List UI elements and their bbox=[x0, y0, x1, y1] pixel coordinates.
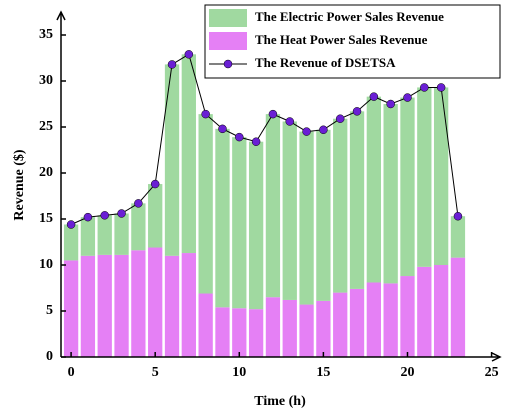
line-marker bbox=[117, 209, 126, 218]
line-marker bbox=[167, 60, 177, 69]
bar-segment bbox=[400, 97, 415, 277]
legend-marker bbox=[223, 59, 233, 69]
line-marker bbox=[66, 220, 76, 229]
bar-segment bbox=[164, 255, 180, 357]
bar-segment bbox=[366, 96, 381, 283]
bar-segment bbox=[148, 247, 163, 357]
line-marker bbox=[251, 137, 261, 146]
line-marker bbox=[150, 179, 160, 189]
legend-label: The Revenue of DSETSA bbox=[255, 55, 396, 70]
y-tick-label: 0 bbox=[46, 349, 53, 364]
bar-segment bbox=[282, 299, 297, 357]
bar-segment bbox=[265, 297, 281, 357]
legend-label: The Electric Power Sales Revenue bbox=[255, 9, 444, 24]
x-arrow bbox=[491, 352, 502, 362]
line-marker bbox=[420, 83, 429, 92]
line-marker bbox=[184, 50, 194, 59]
bar-segment bbox=[181, 253, 196, 357]
bar-segment bbox=[248, 141, 264, 310]
bar-segment bbox=[164, 64, 180, 256]
y-tick-label: 15 bbox=[39, 211, 53, 226]
line-marker bbox=[100, 211, 109, 220]
bar-segment bbox=[97, 215, 112, 255]
bar-segment bbox=[349, 111, 365, 289]
bar-segment bbox=[450, 257, 466, 357]
bar-segment bbox=[282, 121, 297, 300]
line-marker bbox=[83, 212, 93, 222]
bar-segment bbox=[232, 308, 247, 357]
y-tick-label: 5 bbox=[46, 303, 53, 318]
line-marker bbox=[352, 107, 362, 116]
bar-segment bbox=[63, 260, 79, 357]
line-marker bbox=[403, 93, 412, 102]
y-tick-label: 30 bbox=[39, 73, 53, 88]
bar-segment bbox=[114, 254, 129, 357]
line-marker bbox=[218, 124, 227, 134]
bar-segment bbox=[215, 307, 230, 357]
line-marker bbox=[302, 127, 311, 136]
bar-segment bbox=[316, 129, 331, 301]
legend-swatch bbox=[209, 9, 247, 27]
bar-segment bbox=[299, 304, 314, 357]
bar-segment bbox=[131, 203, 146, 251]
line-marker bbox=[453, 211, 463, 221]
bar-segment bbox=[333, 292, 348, 357]
bar-segment bbox=[131, 250, 146, 357]
bar-segment bbox=[349, 288, 365, 357]
bar-segment bbox=[80, 255, 96, 357]
x-tick-label: 25 bbox=[485, 365, 499, 380]
bar-segment bbox=[80, 217, 96, 256]
line-marker bbox=[134, 199, 143, 208]
bar-segment bbox=[114, 213, 129, 255]
bar-segment bbox=[433, 87, 449, 265]
line-marker bbox=[335, 114, 345, 123]
line-marker bbox=[369, 92, 379, 101]
line-series bbox=[70, 53, 459, 225]
x-tick-label: 20 bbox=[400, 365, 414, 380]
line-marker bbox=[235, 132, 244, 142]
x-axis-label: Time (h) bbox=[254, 394, 306, 409]
bar-segment bbox=[232, 137, 247, 309]
bar-segment bbox=[366, 282, 381, 357]
y-tick-label: 10 bbox=[39, 257, 53, 272]
y-arrow bbox=[56, 10, 66, 21]
line-marker bbox=[268, 109, 278, 119]
x-tick-label: 15 bbox=[316, 365, 330, 380]
line-marker bbox=[436, 83, 446, 92]
y-axis-label: Revenue ($) bbox=[12, 149, 27, 220]
bar-segment bbox=[417, 266, 432, 357]
legend-label: The Heat Power Sales Revenue bbox=[255, 32, 428, 47]
bar-segment bbox=[400, 276, 415, 357]
bar-segment bbox=[299, 131, 314, 305]
x-tick-label: 10 bbox=[232, 365, 246, 380]
x-tick-label: 5 bbox=[152, 365, 159, 380]
bar-segment bbox=[148, 184, 163, 248]
bar-segment bbox=[215, 128, 230, 308]
bar-segment bbox=[333, 118, 348, 293]
bar-segment bbox=[181, 54, 196, 254]
line-marker bbox=[319, 125, 328, 135]
bar-segment bbox=[450, 216, 466, 258]
bar-segment bbox=[265, 114, 281, 298]
bar-segment bbox=[383, 283, 398, 357]
line-marker bbox=[386, 99, 395, 109]
bar-segment bbox=[63, 224, 79, 261]
bar-segment bbox=[316, 300, 331, 357]
legend-swatch bbox=[209, 32, 247, 50]
bar-segment bbox=[248, 309, 264, 357]
bar-segment bbox=[97, 254, 112, 357]
bar-segment bbox=[433, 265, 449, 357]
line-marker bbox=[201, 109, 210, 119]
y-tick-label: 35 bbox=[39, 27, 53, 42]
x-tick-label: 0 bbox=[68, 365, 75, 380]
bar-segment bbox=[198, 114, 213, 294]
bar-segment bbox=[198, 293, 213, 357]
y-tick-label: 25 bbox=[39, 119, 53, 134]
legend-box bbox=[204, 4, 501, 79]
bar-segment bbox=[383, 104, 398, 284]
line-marker bbox=[285, 117, 295, 126]
bar-segment bbox=[417, 87, 432, 267]
y-tick-label: 20 bbox=[39, 165, 53, 180]
